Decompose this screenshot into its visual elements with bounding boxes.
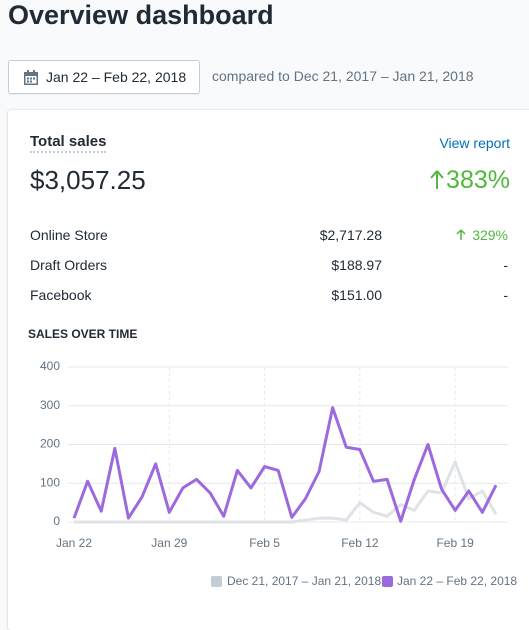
series-line <box>72 406 498 523</box>
row-change: 329% <box>456 227 508 243</box>
x-tick-label: Jan 29 <box>151 536 187 550</box>
y-tick-label: 200 <box>40 437 60 451</box>
row-label: Draft Orders <box>30 257 108 273</box>
x-tick-label: Feb 5 <box>249 536 280 550</box>
row-value: $151.00 <box>331 287 382 303</box>
y-tick-label: 300 <box>40 398 60 412</box>
sales-card <box>8 110 529 630</box>
legend-label: Dec 21, 2017 – Jan 21, 2018 <box>227 574 381 588</box>
breakdown-row: Facebook $151.00 - <box>30 287 508 307</box>
legend-label: Jan 22 – Feb 22, 2018 <box>397 574 517 588</box>
y-tick-label: 0 <box>53 514 60 528</box>
series-line <box>74 460 498 524</box>
up-arrow <box>456 229 466 240</box>
chart-title: SALES OVER TIME <box>28 327 137 341</box>
breakdown-row: Draft Orders $188.97 - <box>30 257 508 277</box>
y-tick-label: 400 <box>40 359 60 373</box>
legend-swatch <box>382 576 393 587</box>
total-change: 383% <box>430 166 510 195</box>
row-value: $2,717.28 <box>319 227 382 243</box>
row-change-value: 329% <box>472 227 508 243</box>
y-tick-label: 100 <box>40 475 60 489</box>
row-change: - <box>503 257 508 273</box>
legend-swatch <box>211 576 222 587</box>
row-change: - <box>503 287 508 303</box>
card-title: Total sales <box>30 133 107 153</box>
comparison-text: compared to Dec 21, 2017 – Jan 21, 2018 <box>212 68 474 84</box>
calendar-icon <box>24 70 38 85</box>
total-change-value: 383% <box>446 166 510 194</box>
x-tick-label: Jan 22 <box>56 536 92 550</box>
date-range-label: Jan 22 – Feb 22, 2018 <box>46 69 187 85</box>
page: Overview dashboard Jan 22 – Feb 22, 2018… <box>8 0 518 589</box>
view-report-link[interactable]: View report <box>439 135 510 151</box>
chart: SALES OVER TIME 0 100 200 300 400 Jan 22 Jan 2… <box>28 327 517 588</box>
date-range-button[interactable]: Jan 22 – Feb 22, 2018 <box>8 60 200 94</box>
x-tick-label: Feb 19 <box>436 536 474 550</box>
up-arrow <box>430 170 444 189</box>
page-title: Overview dashboard <box>8 0 274 30</box>
row-value: $188.97 <box>331 257 382 273</box>
x-tick-label: Feb 12 <box>341 536 379 550</box>
total-sales: $3,057.25 <box>30 165 146 195</box>
row-label: Facebook <box>30 287 92 303</box>
breakdown-row: Online Store $2,717.28 329% <box>30 227 508 247</box>
row-label: Online Store <box>30 227 108 243</box>
